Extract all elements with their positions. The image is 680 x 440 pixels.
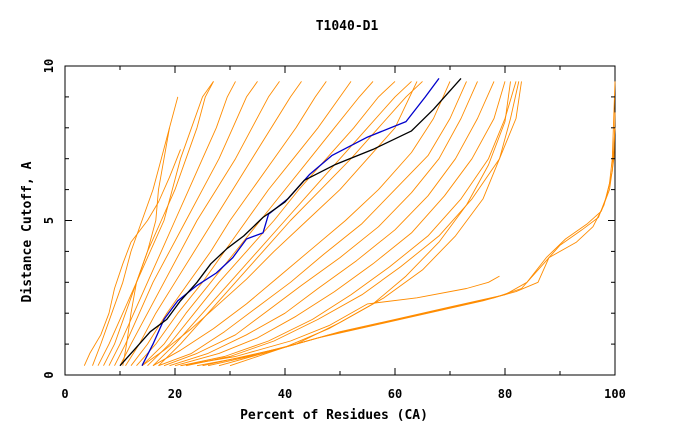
series-line-12 — [147, 81, 396, 367]
x-tick-label: 0 — [61, 387, 68, 401]
series-line-25 — [180, 275, 500, 367]
series-line-20 — [174, 81, 506, 367]
series-line-0 — [83, 149, 181, 366]
series-line-24 — [202, 81, 511, 367]
series-line-23 — [196, 81, 520, 367]
series-line-17 — [158, 81, 467, 367]
series-line-13 — [152, 81, 412, 367]
series-line-15 — [141, 81, 418, 367]
x-tick-label: 60 — [388, 387, 402, 401]
series-line-10 — [136, 81, 352, 366]
series-line-26 — [207, 81, 616, 367]
series-line-1 — [92, 96, 179, 366]
series-line-14 — [158, 81, 423, 367]
series-line-5 — [108, 81, 236, 366]
series-line-18 — [163, 81, 478, 367]
x-tick-label: 100 — [604, 387, 626, 401]
series-line-30 — [119, 77, 462, 367]
series-layer — [83, 77, 616, 367]
series-line-21 — [180, 81, 517, 367]
y-tick-label: 5 — [42, 217, 56, 224]
series-line-22 — [185, 81, 522, 367]
series-line-8 — [125, 81, 302, 366]
series-line-4 — [103, 81, 214, 366]
x-tick-label: 20 — [168, 387, 182, 401]
series-line-16 — [152, 81, 451, 367]
series-line-2 — [122, 127, 170, 366]
series-line-19 — [169, 81, 495, 367]
chart-title: T1040-D1 — [316, 19, 379, 34]
series-line-29 — [141, 78, 440, 366]
x-axis-label: Percent of Residues (CA) — [240, 408, 428, 423]
series-line-6 — [114, 81, 258, 366]
x-tick-label: 40 — [278, 387, 292, 401]
tick-layer: 0 20 40 60 80 100 0 5 10 — [42, 59, 626, 401]
y-axis-label: Distance Cutoff, A — [20, 161, 35, 302]
x-tick-label: 80 — [498, 387, 512, 401]
series-line-7 — [119, 81, 280, 366]
y-tick-label: 0 — [42, 371, 56, 378]
series-line-28 — [229, 112, 616, 367]
series-line-3 — [97, 81, 214, 366]
y-tick-label: 10 — [42, 59, 56, 73]
